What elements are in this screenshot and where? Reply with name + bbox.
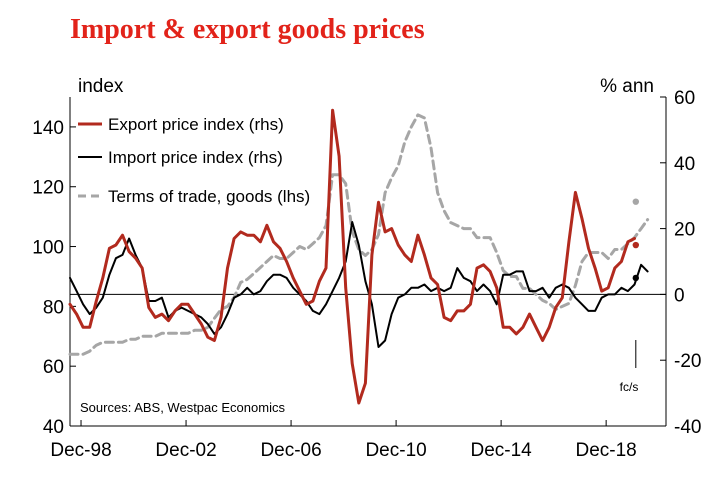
right-tick-label: 20 <box>674 220 695 241</box>
legend-label-terms-of-trade: Terms of trade, goods (lhs) <box>108 187 310 206</box>
left-axis-ticks: 40 60 80 100 120 140 <box>32 118 76 438</box>
import-forecast-point <box>632 274 640 282</box>
right-axis-ticks: -40 -20 0 20 40 60 <box>660 88 701 438</box>
x-tick-label: Dec-18 <box>576 440 637 461</box>
right-tick-label: -20 <box>674 351 701 372</box>
terms-of-trade-forecast-point <box>632 198 640 205</box>
legend: Export price index (rhs) Import price in… <box>78 115 310 206</box>
x-tick-label: Dec-98 <box>50 440 111 461</box>
x-tick-label: Dec-06 <box>260 440 321 461</box>
export-price-index-line <box>68 108 636 405</box>
left-tick-label: 140 <box>32 118 64 139</box>
x-axis-ticks: Dec-98 Dec-02 Dec-06 Dec-10 Dec-14 Dec-18 <box>50 420 637 461</box>
axes <box>69 97 667 427</box>
left-tick-label: 80 <box>43 297 64 318</box>
right-tick-label: -40 <box>674 417 701 438</box>
left-tick-label: 60 <box>43 357 64 378</box>
chart-title: Import & export goods prices <box>70 14 425 45</box>
series-layer <box>68 108 650 405</box>
x-tick-label: Dec-14 <box>470 440 532 461</box>
right-tick-label: 0 <box>674 285 685 306</box>
x-tick-label: Dec-10 <box>365 440 426 461</box>
export-forecast-point <box>632 241 640 249</box>
forecast-layer <box>632 198 640 368</box>
left-tick-label: 120 <box>32 178 64 199</box>
source-note: Sources: ABS, Westpac Economics <box>80 400 285 415</box>
left-tick-label: 100 <box>32 238 64 259</box>
right-tick-label: 60 <box>674 88 695 109</box>
left-axis-title: index <box>78 76 124 97</box>
x-tick-label: Dec-02 <box>155 440 216 461</box>
legend-label-export: Export price index (rhs) <box>108 115 284 134</box>
forecast-label: fc/s <box>620 380 639 394</box>
left-tick-label: 40 <box>43 417 64 438</box>
right-tick-label: 40 <box>674 154 695 175</box>
right-axis-title: % ann <box>600 76 654 97</box>
import-price-index-line <box>69 221 649 348</box>
legend-label-import: Import price index (rhs) <box>108 148 283 167</box>
